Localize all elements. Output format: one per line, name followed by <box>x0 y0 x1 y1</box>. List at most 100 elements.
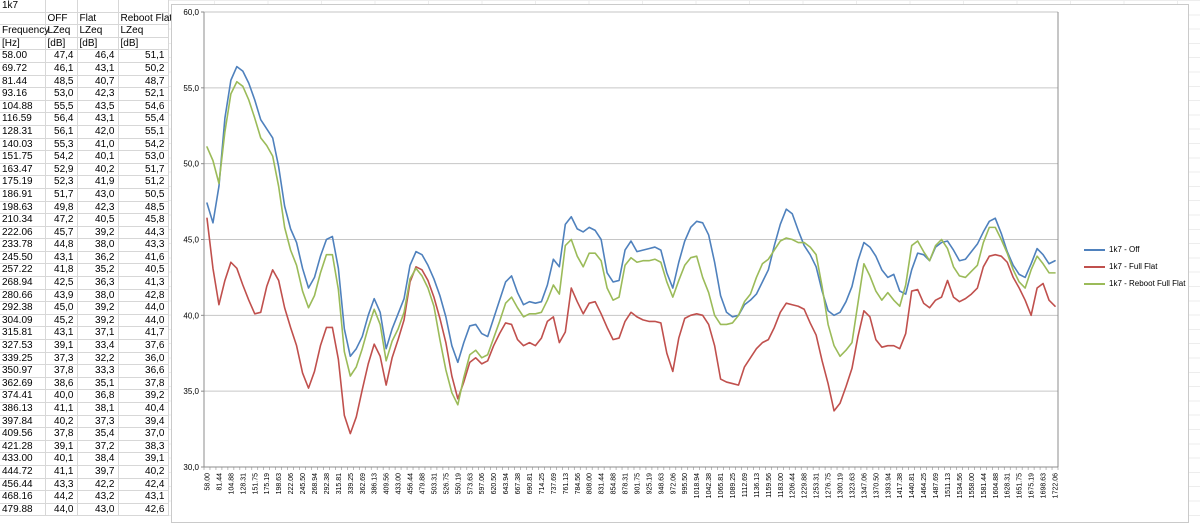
cell-frequency[interactable]: 175.19 <box>0 175 46 189</box>
cell-unit[interactable]: [dB] <box>77 37 119 51</box>
cell-off-lzeq[interactable]: 49,8 <box>45 201 78 215</box>
cell-frequency[interactable]: 421.28 <box>0 440 46 454</box>
cell-off-lzeq[interactable]: 45,7 <box>45 226 78 240</box>
cell-reboot-flat-lzeq[interactable]: 42,4 <box>118 478 169 492</box>
cell-off-lzeq[interactable]: 45,2 <box>45 314 78 328</box>
cell[interactable] <box>77 0 119 13</box>
cell-frequency[interactable]: 104.88 <box>0 100 46 114</box>
cell-flat-lzeq[interactable]: 40,1 <box>77 150 119 164</box>
cell-off-lzeq[interactable]: 44,2 <box>45 490 78 504</box>
cell-off-lzeq[interactable]: 43,1 <box>45 251 78 265</box>
cell-reboot-flat-lzeq[interactable]: 43,3 <box>118 238 169 252</box>
cell-off-lzeq[interactable]: 52,3 <box>45 175 78 189</box>
cell-frequency[interactable]: 140.03 <box>0 138 46 152</box>
cell-off-lzeq[interactable]: 39,1 <box>45 339 78 353</box>
cell-flat-lzeq[interactable]: 38,1 <box>77 402 119 416</box>
cell-off-lzeq[interactable]: 55,5 <box>45 100 78 114</box>
cell-reboot-flat-lzeq[interactable]: 51,7 <box>118 163 169 177</box>
cell-flat-lzeq[interactable]: 39,2 <box>77 301 119 315</box>
cell-off-lzeq[interactable]: 46,1 <box>45 62 78 76</box>
cell-reboot-flat-lzeq[interactable]: 45,8 <box>118 213 169 227</box>
cell-off-lzeq[interactable]: 56,4 <box>45 112 78 126</box>
cell-flat-lzeq[interactable]: 43,2 <box>77 490 119 504</box>
cell-reboot-flat-lzeq[interactable]: 50,5 <box>118 188 169 202</box>
cell-off-lzeq[interactable]: 44,0 <box>45 503 78 517</box>
series-line-2[interactable] <box>206 80 1056 406</box>
cell-off-lzeq[interactable]: 45,0 <box>45 301 78 315</box>
cell-reboot-flat-lzeq[interactable]: 44,3 <box>118 226 169 240</box>
cell-reboot-flat-lzeq[interactable]: 52,1 <box>118 87 169 101</box>
legend-item-full-flat[interactable]: 1k7 - Full Flat <box>1084 258 1185 275</box>
cell-flat-lzeq[interactable]: 40,7 <box>77 75 119 89</box>
cell-frequency[interactable]: 315.81 <box>0 326 46 341</box>
cell-off-lzeq[interactable]: 41,1 <box>45 402 78 416</box>
cell-off-lzeq[interactable]: 41,1 <box>45 465 78 479</box>
cell-flat-lzeq[interactable]: 40,5 <box>77 213 119 227</box>
cell-frequency[interactable]: 350.97 <box>0 364 46 378</box>
cell-reboot-flat-lzeq[interactable]: 44,0 <box>118 314 169 328</box>
cell-reboot-flat-lzeq[interactable]: 39,4 <box>118 415 169 429</box>
cell-flat-lzeq[interactable]: 41,0 <box>77 138 119 152</box>
cell-reboot-flat-lzeq[interactable]: 53,0 <box>118 150 169 164</box>
cell-frequency[interactable]: 479.88 <box>0 503 46 517</box>
cell-flat-lzeq[interactable]: 38,4 <box>77 452 119 466</box>
cell-off-lzeq[interactable]: 40,1 <box>45 452 78 466</box>
cell-frequency[interactable]: 116.59 <box>0 112 46 126</box>
cell-flat-lzeq[interactable]: 39,7 <box>77 465 119 479</box>
cell-frequency[interactable]: 151.75 <box>0 150 46 164</box>
cell-reboot-flat-lzeq[interactable]: 51,2 <box>118 175 169 189</box>
cell-reboot-flat-lzeq[interactable]: 41,3 <box>118 276 169 290</box>
cell-frequency[interactable]: 257.22 <box>0 263 46 278</box>
cell-frequency[interactable]: 163.47 <box>0 163 46 177</box>
cell-frequency[interactable]: 327.53 <box>0 339 46 353</box>
cell-frequency[interactable]: 374.41 <box>0 389 46 403</box>
cell-flat-lzeq[interactable]: 36,3 <box>77 276 119 290</box>
cell-reboot-flat-lzeq[interactable]: 54,2 <box>118 138 169 152</box>
cell-reboot-flat-lzeq[interactable]: 40,2 <box>118 465 169 479</box>
cell-frequency[interactable]: 245.50 <box>0 251 46 265</box>
cell-flat-lzeq[interactable]: 43,1 <box>77 112 119 126</box>
legend-item-off[interactable]: 1k7 - Off <box>1084 241 1185 258</box>
cell-unit[interactable]: [dB] <box>45 37 78 51</box>
cell-frequency[interactable]: 198.63 <box>0 201 46 215</box>
cell-reboot-flat-lzeq[interactable]: 39,1 <box>118 452 169 466</box>
cell-flat-lzeq[interactable]: 39,2 <box>77 226 119 240</box>
series-line-1[interactable] <box>206 217 1056 435</box>
cell-off-lzeq[interactable]: 43,3 <box>45 478 78 492</box>
cell-off-lzeq[interactable]: 44,8 <box>45 238 78 252</box>
cell[interactable] <box>45 0 78 13</box>
cell-colname[interactable]: LZeq <box>118 24 169 38</box>
cell-off-lzeq[interactable]: 51,7 <box>45 188 78 202</box>
cell-reboot-flat-lzeq[interactable]: 41,7 <box>118 326 169 341</box>
cell-reboot-flat-lzeq[interactable]: 40,5 <box>118 263 169 278</box>
cell-flat-lzeq[interactable]: 35,1 <box>77 377 119 391</box>
cell-reboot-flat-lzeq[interactable]: 54,6 <box>118 100 169 114</box>
cell-off-lzeq[interactable]: 41,8 <box>45 263 78 278</box>
cell-flat-lzeq[interactable]: 37,1 <box>77 326 119 341</box>
cell-reboot-flat-lzeq[interactable]: 41,6 <box>118 251 169 265</box>
cell-flat-lzeq[interactable]: 38,0 <box>77 289 119 303</box>
cell-frequency[interactable]: 233.78 <box>0 238 46 252</box>
cell-reboot-flat-lzeq[interactable]: 51,1 <box>118 49 169 63</box>
cell-off-lzeq[interactable]: 55,3 <box>45 138 78 152</box>
cell-flat-lzeq[interactable]: 37,2 <box>77 440 119 454</box>
cell-frequency[interactable]: 268.94 <box>0 276 46 290</box>
cell-off-lzeq[interactable]: 40,0 <box>45 389 78 403</box>
cell-off-lzeq[interactable]: 37,3 <box>45 352 78 366</box>
series-line-0[interactable] <box>206 65 1056 364</box>
cell-frequency[interactable]: 222.06 <box>0 226 46 240</box>
cell-frequency[interactable]: 210.34 <box>0 213 46 227</box>
cell-group-flat[interactable]: Flat <box>77 12 119 26</box>
cell-flat-lzeq[interactable]: 43,1 <box>77 62 119 76</box>
cell-off-lzeq[interactable]: 42,5 <box>45 276 78 290</box>
cell-off-lzeq[interactable]: 56,1 <box>45 125 78 139</box>
cell-frequency[interactable]: 339.25 <box>0 352 46 366</box>
cell-frequency[interactable]: 93.16 <box>0 87 46 101</box>
legend-item-reboot-full-flat[interactable]: 1k7 - Reboot Full Flat <box>1084 275 1185 292</box>
cell-frequency[interactable]: 468.16 <box>0 490 46 504</box>
cell-reboot-flat-lzeq[interactable]: 37,0 <box>118 427 169 441</box>
chart-legend[interactable]: 1k7 - Off 1k7 - Full Flat 1k7 - Reboot F… <box>1084 241 1185 292</box>
cell-frequency[interactable]: 58.00 <box>0 49 46 63</box>
cell-flat-lzeq[interactable]: 33,4 <box>77 339 119 353</box>
cell-flat-lzeq[interactable]: 37,3 <box>77 415 119 429</box>
